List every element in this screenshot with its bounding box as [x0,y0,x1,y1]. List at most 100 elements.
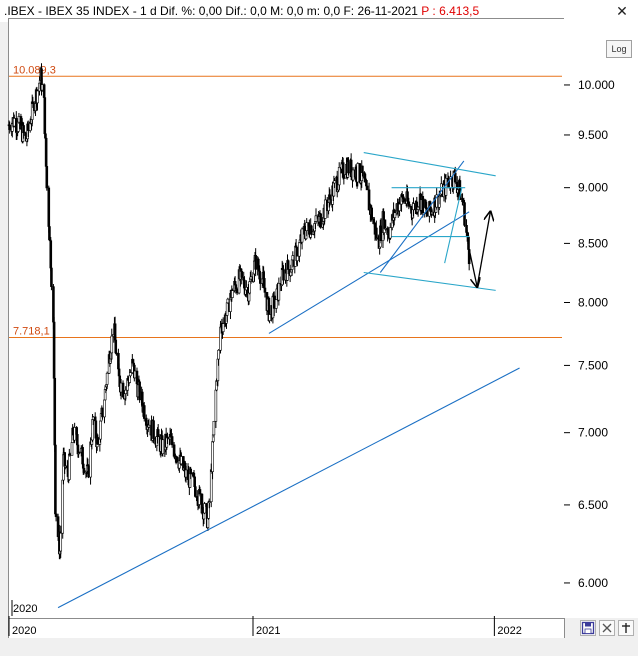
candle-body [274,299,278,309]
horizontal-level-label: 7.718,1 [13,325,50,337]
candle-body [110,335,114,354]
candle-body [44,133,47,139]
x-tick-label: 2021 [256,625,280,637]
candle-body [156,429,160,437]
candle-body [52,321,56,379]
y-tick-label: 8.000 [578,295,608,309]
candle-body [198,489,202,495]
close-button[interactable]: ✕ [616,3,628,19]
chart-title-bar: .IBEX - IBEX 35 INDEX - 1 d Dif. %: 0,00… [4,4,479,18]
y-tick-label: 6.500 [578,498,608,512]
candle-body [361,165,364,174]
candle-body [221,323,225,332]
candle-body [82,467,86,473]
candle-body [103,399,106,418]
trendline [379,160,465,273]
candle-body [42,84,46,98]
candle-body [8,124,11,130]
candle-body [370,207,373,220]
pin-icon[interactable] [618,620,634,636]
trendline [268,211,470,334]
candle-body [298,242,301,257]
candle-body [310,225,313,235]
x-tick-label: 2020 [12,625,36,637]
candle-body [248,281,251,294]
save-icon[interactable] [580,620,596,636]
candle-body [268,314,271,321]
candle-body [203,503,206,514]
close-panel-icon[interactable] [599,620,615,636]
candle-body [217,349,220,360]
projection-arrow [468,249,477,287]
y-tick-label: 9.000 [578,181,608,195]
candle-body [375,227,378,239]
candle-body [263,287,267,293]
candle-body [305,222,309,231]
candle-body [398,203,401,212]
candle-body [48,226,51,241]
y-tick-label: 10.000 [578,78,615,92]
candle-body [388,227,392,239]
candle-body [152,420,155,439]
candle-body [225,302,229,316]
horizontal-level-label: 10.089,3 [13,64,56,76]
candle-body [328,194,332,200]
candle-body [365,180,368,187]
candle-body [209,469,213,503]
y-tick-label: 6.000 [578,576,608,590]
candle-body [99,420,102,440]
candle-body [286,260,290,270]
y-tick-label: 8.500 [578,236,608,250]
price-axis[interactable]: Log [564,18,638,618]
candle-body [453,172,457,183]
candle-body [59,532,63,552]
candle-body [52,286,55,323]
y-tick-label: 7.500 [578,358,608,372]
candle-body [117,368,121,377]
candle-body [36,90,39,104]
candle-body [231,290,234,298]
candle-body [402,198,406,202]
candle-body [319,213,322,228]
y-tick-label: 9.500 [578,128,608,142]
candle-body [53,377,57,446]
candle-body [44,137,48,167]
candle-body [22,125,25,134]
candle-body [129,372,132,377]
candle-body [75,434,79,446]
candle-body [240,271,244,278]
candle-body [296,255,299,261]
candle-body [142,405,146,419]
candle-body [300,228,304,243]
candle-body [467,236,470,250]
last-price: P : 6.413,5 [421,4,480,18]
candle-body [365,185,369,191]
candle-body [105,372,109,385]
footer-bar [0,638,638,656]
candle-body [337,167,341,186]
candle-body [31,101,35,104]
instrument-info: .IBEX - IBEX 35 INDEX - 1 d Dif. %: 0,00… [4,4,418,18]
candle-body [68,453,71,480]
candle-body [207,501,211,504]
log-scale-button[interactable]: Log [606,40,632,58]
candle-body [170,436,174,446]
candle-body [393,212,397,218]
projection-arrow [476,212,490,287]
candle-body [194,486,197,497]
candle-body [323,199,327,219]
candle-body [124,389,128,394]
candle-body [214,389,218,422]
candle-body [70,442,74,456]
candle-body [47,187,51,227]
candle-body [333,180,336,184]
plot-area[interactable] [8,18,565,619]
candle-body [277,283,281,301]
candle-body [54,513,58,517]
candle-body [289,271,293,276]
channel-line [363,152,496,177]
candle-body [131,359,135,364]
candle-body [211,441,214,472]
year-marker-label: 2020 [13,603,37,615]
